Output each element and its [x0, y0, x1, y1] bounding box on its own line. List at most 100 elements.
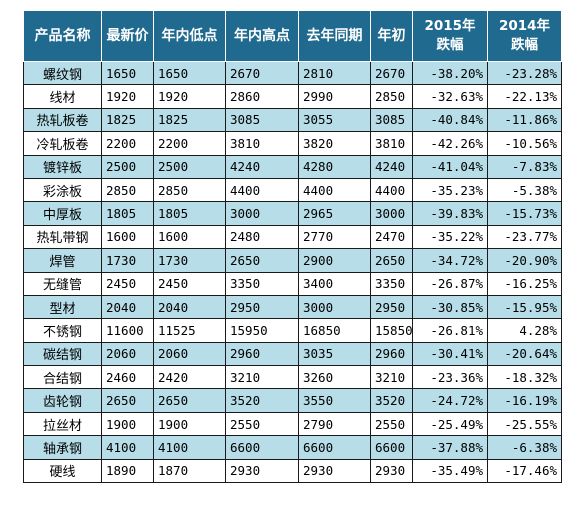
cell-latest-price: 1900	[101, 411, 154, 437]
cell-drop-2015: -26.87%	[412, 271, 488, 296]
cell-latest-price: 2060	[101, 341, 154, 367]
cell-year-low: 1730	[153, 248, 226, 273]
table-row: 中厚板 1805 1805 3000 2965 3000 -39.83% -15.73%	[23, 201, 562, 226]
cell-drop-2014: -11.86%	[487, 107, 562, 133]
cell-product-name: 冷轧板卷	[23, 131, 102, 156]
cell-last-year: 3550	[298, 388, 371, 413]
header-year-low: 年内低点	[153, 10, 226, 62]
cell-latest-price: 1920	[101, 84, 154, 109]
cell-year-low: 2500	[153, 154, 226, 179]
cell-year-high: 2960	[225, 341, 299, 367]
cell-year-high: 4400	[225, 177, 299, 203]
cell-year-high: 4240	[225, 154, 299, 179]
table-row: 热轧板卷 1825 1825 3085 3055 3085 -40.84% -11.86%	[23, 107, 562, 133]
cell-last-year: 3035	[298, 341, 371, 367]
cell-year-start: 4400	[370, 177, 413, 203]
cell-last-year: 2790	[298, 411, 371, 437]
cell-year-low: 1920	[153, 84, 226, 109]
cell-drop-2014: -6.38%	[487, 435, 562, 460]
cell-drop-2015: -39.83%	[412, 201, 488, 226]
header-latest-price: 最新价	[101, 10, 154, 62]
header-2014-label: 跌幅	[511, 37, 538, 53]
table-row: 镀锌板 2500 2500 4240 4280 4240 -41.04% -7.83%	[23, 154, 562, 179]
cell-year-low: 2200	[153, 131, 226, 156]
cell-drop-2014: -23.77%	[487, 224, 562, 250]
cell-drop-2014: -10.56%	[487, 131, 562, 156]
table-row: 螺纹钢 1650 1650 2670 2810 2670 -38.20% -23.28%	[23, 60, 562, 86]
cell-year-high: 3810	[225, 131, 299, 156]
cell-year-high: 2950	[225, 294, 299, 320]
cell-year-high: 3520	[225, 388, 299, 413]
cell-last-year: 2900	[298, 248, 371, 273]
price-table-container: 产品名称 最新价 年内低点 年内高点 去年同期 年初 2015年 跌幅 2014…	[23, 10, 562, 484]
cell-year-high: 3085	[225, 107, 299, 133]
cell-year-high: 2650	[225, 248, 299, 273]
cell-year-start: 4240	[370, 154, 413, 179]
cell-last-year: 2965	[298, 201, 371, 226]
cell-year-start: 2950	[370, 294, 413, 320]
cell-drop-2015: -34.72%	[412, 248, 488, 273]
cell-year-start: 15850	[370, 318, 413, 343]
header-2015-drop: 2015年 跌幅	[412, 10, 488, 62]
cell-drop-2015: -24.72%	[412, 388, 488, 413]
cell-year-start: 3085	[370, 107, 413, 133]
header-2015-year: 2015年	[424, 18, 476, 34]
cell-latest-price: 2460	[101, 365, 154, 390]
cell-product-name: 镀锌板	[23, 154, 102, 179]
cell-year-high: 3350	[225, 271, 299, 296]
cell-latest-price: 1825	[101, 107, 154, 133]
cell-latest-price: 2040	[101, 294, 154, 320]
cell-product-name: 齿轮钢	[23, 388, 102, 413]
cell-year-high: 6600	[225, 435, 299, 460]
table-row: 硬线 1890 1870 2930 2930 2930 -35.49% -17.46%	[23, 458, 562, 484]
cell-year-low: 1650	[153, 60, 226, 86]
cell-latest-price: 1730	[101, 248, 154, 273]
cell-year-low: 2650	[153, 388, 226, 413]
cell-drop-2015: -30.85%	[412, 294, 488, 320]
table-row: 型材 2040 2040 2950 3000 2950 -30.85% -15.95%	[23, 294, 562, 320]
cell-drop-2014: -25.55%	[487, 411, 562, 437]
cell-drop-2014: 4.28%	[487, 318, 562, 343]
cell-latest-price: 1600	[101, 224, 154, 250]
table-header: 产品名称 最新价 年内低点 年内高点 去年同期 年初 2015年 跌幅 2014…	[23, 10, 562, 62]
header-product-name: 产品名称	[23, 10, 102, 62]
cell-drop-2014: -23.28%	[487, 60, 562, 86]
cell-last-year: 4400	[298, 177, 371, 203]
cell-drop-2015: -35.49%	[412, 458, 488, 484]
cell-product-name: 中厚板	[23, 201, 102, 226]
header-year-high: 年内高点	[225, 10, 299, 62]
cell-last-year: 2810	[298, 60, 371, 86]
cell-last-year: 16850	[298, 318, 371, 343]
cell-product-name: 硬线	[23, 458, 102, 484]
cell-drop-2014: -16.25%	[487, 271, 562, 296]
cell-drop-2015: -37.88%	[412, 435, 488, 460]
cell-product-name: 线材	[23, 84, 102, 109]
cell-last-year: 3260	[298, 365, 371, 390]
steel-price-table: 产品名称 最新价 年内低点 年内高点 去年同期 年初 2015年 跌幅 2014…	[23, 10, 562, 484]
cell-year-start: 3350	[370, 271, 413, 296]
cell-latest-price: 1650	[101, 60, 154, 86]
cell-year-low: 2850	[153, 177, 226, 203]
cell-latest-price: 2200	[101, 131, 154, 156]
table-row: 热轧带钢 1600 1600 2480 2770 2470 -35.22% -23.77%	[23, 224, 562, 250]
cell-drop-2014: -18.32%	[487, 365, 562, 390]
cell-drop-2015: -38.20%	[412, 60, 488, 86]
cell-product-name: 螺纹钢	[23, 60, 102, 86]
cell-drop-2015: -41.04%	[412, 154, 488, 179]
cell-drop-2014: -16.19%	[487, 388, 562, 413]
table-row: 彩涂板 2850 2850 4400 4400 4400 -35.23% -5.38%	[23, 177, 562, 203]
table-row: 不锈钢 11600 11525 15950 16850 15850 -26.81% 4.28%	[23, 318, 562, 343]
cell-year-low: 1805	[153, 201, 226, 226]
cell-year-high: 2480	[225, 224, 299, 250]
table-row: 轴承钢 4100 4100 6600 6600 6600 -37.88% -6.38%	[23, 435, 562, 460]
table-row: 无缝管 2450 2450 3350 3400 3350 -26.87% -16.25%	[23, 271, 562, 296]
cell-drop-2014: -20.90%	[487, 248, 562, 273]
cell-drop-2015: -35.23%	[412, 177, 488, 203]
cell-last-year: 4280	[298, 154, 371, 179]
cell-drop-2014: -15.73%	[487, 201, 562, 226]
cell-drop-2015: -42.26%	[412, 131, 488, 156]
cell-drop-2015: -40.84%	[412, 107, 488, 133]
cell-year-low: 1900	[153, 411, 226, 437]
cell-year-start: 2960	[370, 341, 413, 367]
cell-year-low: 11525	[153, 318, 226, 343]
